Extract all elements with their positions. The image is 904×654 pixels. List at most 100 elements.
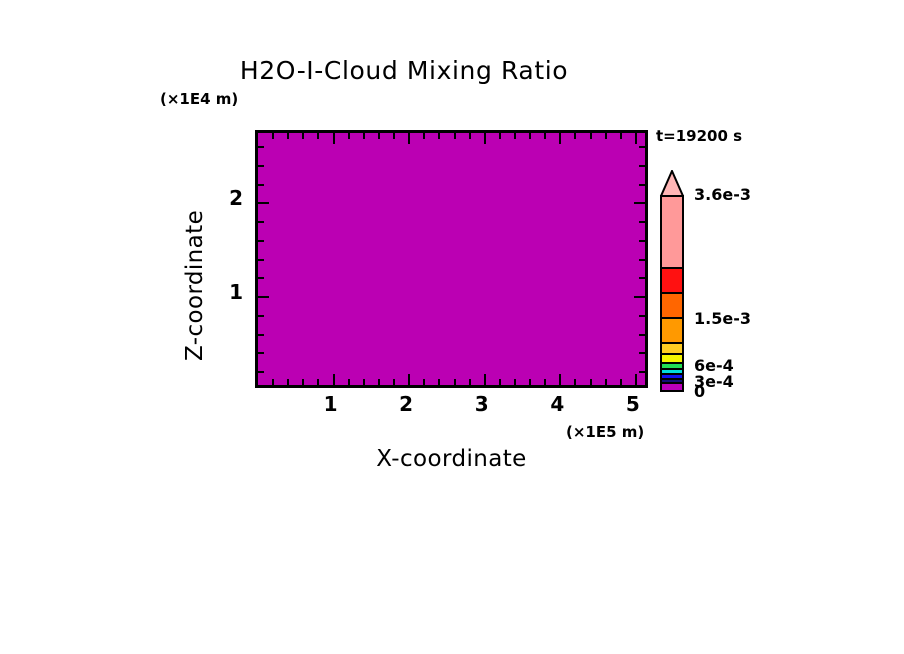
x-axis-title: X-coordinate: [376, 446, 527, 472]
x-tick-top: [347, 133, 350, 139]
x-tick: [317, 379, 320, 385]
y-tick-right: [639, 371, 645, 374]
x-tick-top: [483, 133, 486, 144]
x-tick-top: [604, 133, 607, 139]
x-tick-top: [393, 133, 396, 139]
x-tick-label: 5: [625, 392, 640, 416]
colorbar-band: [662, 197, 682, 270]
x-tick: [619, 379, 622, 385]
y-tick-right: [634, 202, 645, 205]
x-tick-top: [332, 133, 335, 144]
x-tick: [393, 379, 396, 385]
x-tick: [287, 379, 290, 385]
y-tick: [258, 352, 264, 355]
x-tick: [332, 374, 335, 385]
y-tick-label: 2: [229, 186, 243, 211]
colorbar-band: [662, 354, 682, 365]
colorbar-band: [662, 293, 682, 319]
colorbar-band: [662, 364, 682, 370]
y-tick-right: [634, 296, 645, 299]
x-tick: [272, 379, 275, 385]
x-tick: [408, 374, 411, 385]
colorbar-tick-label: 3.6e-3: [694, 185, 751, 204]
x-tick-top: [453, 133, 456, 139]
x-tick-top: [619, 133, 622, 139]
x-tick: [453, 379, 456, 385]
x-tick: [438, 379, 441, 385]
y-tick-right: [639, 333, 645, 336]
colorbar-band: [662, 379, 682, 385]
y-axis-unit-label: (×1E4 m): [160, 90, 239, 108]
x-tick-top: [589, 133, 592, 139]
y-axis-title-wrapper: Z-coordinate: [182, 210, 209, 361]
x-tick: [513, 379, 516, 385]
y-tick-right: [639, 239, 645, 242]
x-tick: [362, 379, 365, 385]
y-tick: [258, 146, 264, 149]
colorbar-band: [662, 384, 682, 390]
x-tick: [574, 379, 577, 385]
y-tick: [258, 314, 264, 317]
y-tick-right: [639, 146, 645, 149]
colorbar-band: [662, 318, 682, 344]
x-axis-unit-label: (×1E5 m): [566, 423, 645, 441]
y-tick: [258, 164, 264, 167]
x-tick-top: [287, 133, 290, 139]
colorbar-tick-label: 0: [694, 382, 706, 401]
page-title-text: H2O-I-Cloud Mixing Ratio: [239, 56, 569, 85]
x-tick: [529, 379, 532, 385]
colorbar-band: [662, 369, 682, 376]
x-tick: [302, 379, 305, 385]
y-tick-right: [639, 164, 645, 167]
x-tick-top: [362, 133, 365, 139]
heatmap-field: [258, 133, 645, 385]
x-tick: [604, 379, 607, 385]
y-tick-right: [639, 183, 645, 186]
x-tick-top: [272, 133, 275, 139]
x-tick-label: 2: [399, 392, 414, 416]
y-axis-title: Z-coordinate: [182, 209, 208, 361]
x-tick-label: 3: [474, 392, 489, 416]
x-tick-top: [529, 133, 532, 139]
timestamp-label: t=19200 s: [656, 127, 743, 145]
colorbar-bands: [660, 195, 684, 392]
x-tick-top: [513, 133, 516, 139]
y-tick-right: [639, 314, 645, 317]
x-tick-top: [468, 133, 471, 139]
y-tick-label: 1: [229, 280, 243, 305]
x-tick-top: [423, 133, 426, 139]
x-tick-top: [438, 133, 441, 139]
colorbar-tick-label: 3e-4: [694, 371, 734, 391]
x-tick-top: [559, 133, 562, 144]
y-tick-right: [639, 258, 645, 261]
y-tick-right: [639, 221, 645, 224]
y-tick: [258, 258, 264, 261]
x-tick: [559, 374, 562, 385]
y-tick: [258, 239, 264, 242]
x-tick-label: 4: [550, 392, 565, 416]
x-tick-label: 1: [323, 392, 338, 416]
y-tick: [258, 296, 269, 299]
y-tick: [258, 371, 264, 374]
x-tick-top: [317, 133, 320, 139]
x-tick-top: [634, 133, 637, 144]
x-tick: [498, 379, 501, 385]
x-tick: [589, 379, 592, 385]
y-tick: [258, 183, 264, 186]
page-title: H2O-I-Cloud Mixing Ratio: [0, 56, 904, 85]
x-tick-top: [302, 133, 305, 139]
x-tick: [377, 379, 380, 385]
colorbar-tick-label: 6e-4: [694, 355, 734, 375]
y-tick: [258, 277, 264, 280]
x-tick-top: [574, 133, 577, 139]
colorbar-tick-label: 1.5e-3: [694, 309, 751, 329]
colorbar: [658, 170, 686, 392]
colorbar-arrow-icon: [659, 170, 685, 196]
x-tick-top: [408, 133, 411, 144]
y-tick: [258, 333, 264, 336]
y-tick: [258, 202, 269, 205]
y-tick: [258, 221, 264, 224]
x-tick-top: [544, 133, 547, 139]
plot-area: [255, 130, 648, 388]
colorbar-band: [662, 343, 682, 355]
